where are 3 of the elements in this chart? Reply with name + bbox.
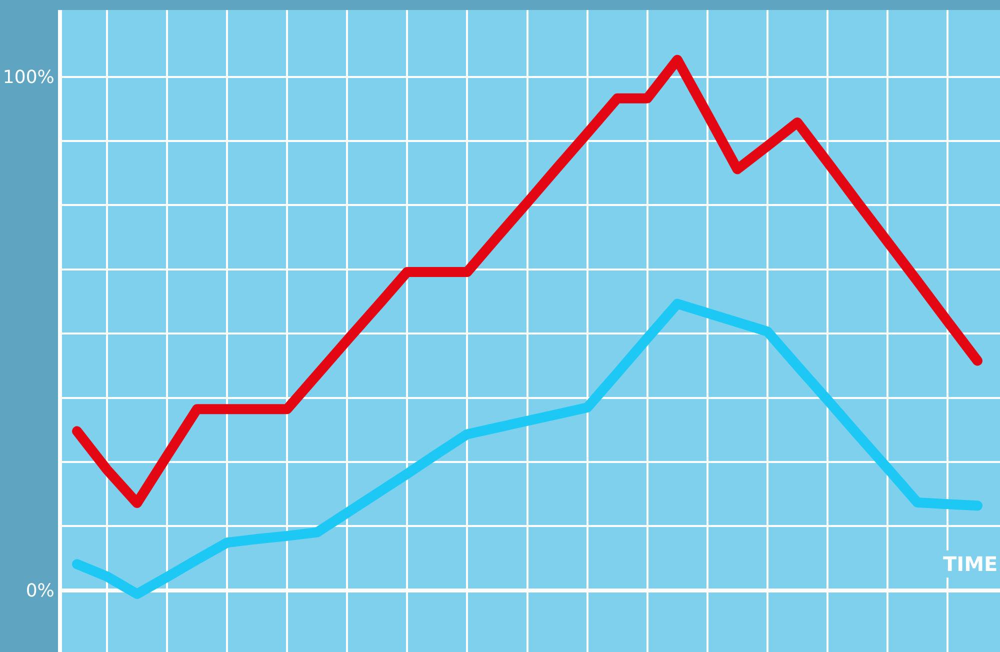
x-axis-title: TIME xyxy=(943,552,998,576)
y-tick-label: 0% xyxy=(26,580,54,602)
y-tick-label: 100% xyxy=(2,67,54,88)
